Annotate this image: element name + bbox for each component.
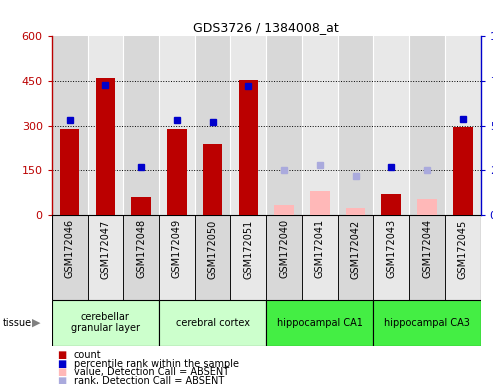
Text: GSM172051: GSM172051	[244, 219, 253, 278]
Bar	[302, 215, 338, 300]
Bar	[453, 127, 473, 215]
Text: rank, Detection Call = ABSENT: rank, Detection Call = ABSENT	[74, 376, 224, 384]
Text: ▶: ▶	[32, 318, 40, 328]
Text: GSM172040: GSM172040	[279, 219, 289, 278]
Bar	[52, 300, 159, 346]
Bar	[60, 129, 79, 215]
Text: ■: ■	[57, 367, 66, 377]
Bar	[231, 36, 266, 215]
Text: ■: ■	[57, 376, 66, 384]
Text: tissue: tissue	[2, 318, 32, 328]
Bar	[195, 215, 231, 300]
Bar	[159, 300, 266, 346]
Bar	[445, 215, 481, 300]
Text: ■: ■	[57, 359, 66, 369]
Text: GSM172049: GSM172049	[172, 219, 182, 278]
Bar	[374, 215, 409, 300]
Title: GDS3726 / 1384008_at: GDS3726 / 1384008_at	[193, 21, 339, 34]
Bar	[96, 78, 115, 215]
Bar	[203, 144, 222, 215]
Bar	[195, 36, 231, 215]
Bar	[123, 215, 159, 300]
Bar	[266, 215, 302, 300]
Bar	[274, 205, 294, 215]
Bar	[266, 36, 302, 215]
Text: hippocampal CA3: hippocampal CA3	[384, 318, 470, 328]
Bar	[123, 36, 159, 215]
Bar	[338, 215, 374, 300]
Text: GSM172048: GSM172048	[136, 219, 146, 278]
Text: count: count	[74, 350, 102, 360]
Text: ■: ■	[57, 350, 66, 360]
Bar	[374, 36, 409, 215]
Text: GSM172050: GSM172050	[208, 219, 217, 278]
Text: GSM172046: GSM172046	[65, 219, 74, 278]
Bar	[266, 300, 374, 346]
Bar	[131, 197, 151, 215]
Text: GSM172043: GSM172043	[387, 219, 396, 278]
Bar	[159, 215, 195, 300]
Bar	[239, 79, 258, 215]
Text: cerebellar
granular layer: cerebellar granular layer	[71, 312, 140, 333]
Bar	[346, 208, 365, 215]
Bar	[52, 215, 88, 300]
Bar	[445, 36, 481, 215]
Bar	[231, 215, 266, 300]
Text: GSM172044: GSM172044	[422, 219, 432, 278]
Bar	[382, 194, 401, 215]
Text: cerebral cortex: cerebral cortex	[176, 318, 249, 328]
Text: percentile rank within the sample: percentile rank within the sample	[74, 359, 239, 369]
Bar	[167, 129, 187, 215]
Text: GSM172045: GSM172045	[458, 219, 468, 278]
Text: GSM172042: GSM172042	[351, 219, 360, 278]
Bar	[302, 36, 338, 215]
Bar	[310, 191, 330, 215]
Bar	[159, 36, 195, 215]
Text: GSM172047: GSM172047	[101, 219, 110, 278]
Bar	[417, 199, 437, 215]
Bar	[88, 36, 123, 215]
Bar	[409, 215, 445, 300]
Bar	[52, 36, 88, 215]
Bar	[338, 36, 374, 215]
Text: value, Detection Call = ABSENT: value, Detection Call = ABSENT	[74, 367, 229, 377]
Text: hippocampal CA1: hippocampal CA1	[277, 318, 363, 328]
Text: GSM172041: GSM172041	[315, 219, 325, 278]
Bar	[88, 215, 123, 300]
Bar	[374, 300, 481, 346]
Bar	[409, 36, 445, 215]
